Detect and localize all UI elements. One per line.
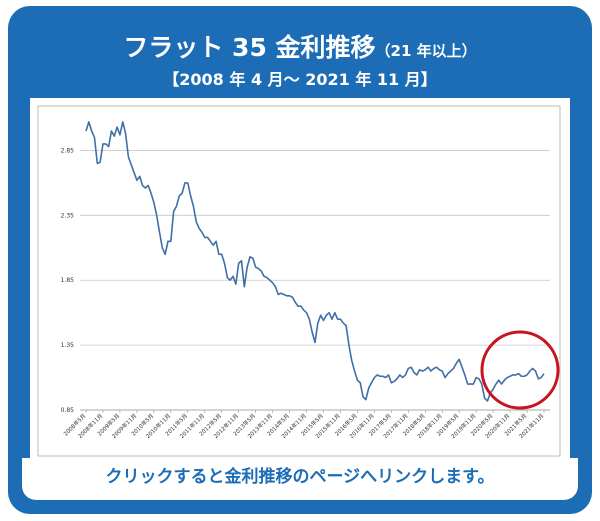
chart: 0.851.351.852.352.852008年5月2008年11月2009年… (37, 105, 561, 457)
y-tick-label: 2.85 (61, 147, 75, 154)
highlight-circle (480, 330, 560, 410)
period: 【2008 年 4 月～ 2021 年 11 月】 (163, 70, 437, 89)
y-tick-label: 1.85 (61, 277, 75, 284)
title: フラット 35 金利推移（21 年以上） (8, 28, 592, 64)
plot-frame (37, 105, 561, 457)
link-text: クリックすると金利推移のページへリンクします。 (22, 458, 578, 500)
link-banner[interactable]: フラット 35 金利推移（21 年以上） 【2008 年 4 月～ 2021 年… (8, 6, 592, 514)
chart-panel: 0.85 1.35 1.85 2.35 2.85 2008年5月 2008年11月 2009年… (30, 98, 570, 458)
y-tick-label: 1.35 (61, 342, 75, 349)
title-text: フラット 35 金利推移 (123, 33, 376, 62)
y-tick-label: 0.85 (61, 407, 75, 414)
title-note: （21 年以上） (375, 42, 477, 60)
y-tick-label: 2.35 (61, 212, 75, 219)
rate-line (85, 121, 545, 402)
